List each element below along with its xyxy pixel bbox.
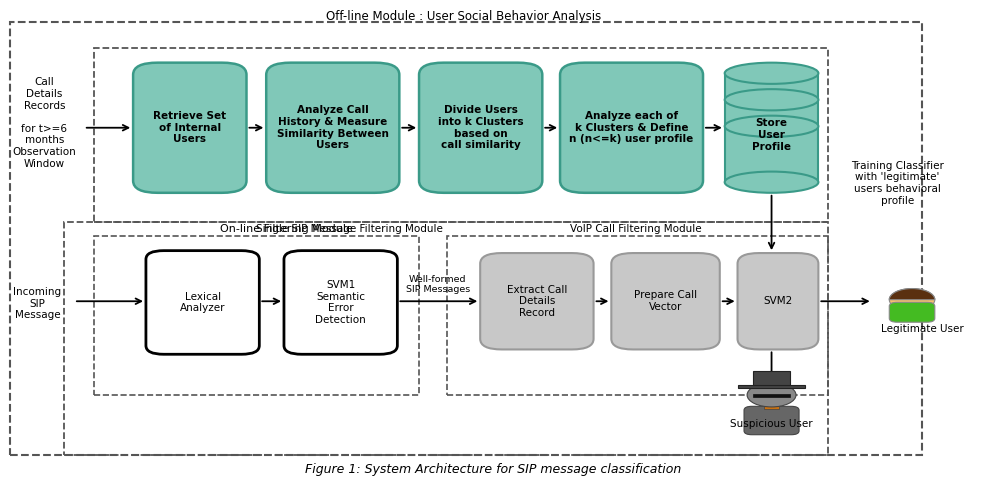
Text: Retrieve Set
of Internal
Users: Retrieve Set of Internal Users [153,111,227,144]
Bar [447,236,828,395]
FancyBboxPatch shape [738,253,818,349]
Bar [94,236,419,395]
FancyBboxPatch shape [889,302,935,322]
Bar [738,385,806,388]
Text: VoIP Call Filtering Module: VoIP Call Filtering Module [570,224,702,234]
Text: Training Classifier
with 'legitimate'
users behavioral
profile: Training Classifier with 'legitimate' us… [851,161,944,205]
Text: SVM2: SVM2 [763,296,793,306]
Text: Prepare Call
Vector: Prepare Call Vector [634,291,697,312]
FancyBboxPatch shape [764,402,779,409]
Text: Extract Call
Details
Record: Extract Call Details Record [507,285,567,318]
Text: Analyze each of
k Clusters & Define
n (n<=k) user profile: Analyze each of k Clusters & Define n (n… [569,111,694,144]
Circle shape [889,289,935,311]
Bar [94,48,828,222]
Text: Suspicious User: Suspicious User [731,419,812,429]
Text: Lexical
Analyzer: Lexical Analyzer [179,292,226,313]
Ellipse shape [725,172,818,193]
Text: Legitimate User: Legitimate User [880,324,963,334]
Ellipse shape [725,63,818,84]
Bar [64,222,828,455]
Text: Divide Users
into k Clusters
based on
call similarity: Divide Users into k Clusters based on ca… [438,106,524,150]
Text: Call
Details
Records

for t>=6
months
Observation
Window: Call Details Records for t>=6 months Obs… [13,77,76,169]
Bar [753,394,790,397]
Text: Incoming
SIP
Message: Incoming SIP Message [14,287,61,320]
FancyBboxPatch shape [611,253,720,349]
FancyBboxPatch shape [133,63,246,193]
Ellipse shape [725,89,818,110]
Bar [725,73,818,182]
FancyBboxPatch shape [480,253,594,349]
FancyBboxPatch shape [284,251,397,354]
FancyBboxPatch shape [146,251,259,354]
FancyBboxPatch shape [266,63,399,193]
Wedge shape [889,289,935,300]
FancyBboxPatch shape [744,406,799,435]
Text: SVM1
Semantic
Error
Detection: SVM1 Semantic Error Detection [316,280,366,325]
Text: On-line Filtering Module: On-line Filtering Module [220,224,352,234]
Text: Off-line Module : User Social Behavior Analysis: Off-line Module : User Social Behavior A… [325,11,601,23]
FancyBboxPatch shape [560,63,703,193]
Text: Analyze Call
History & Measure
Similarity Between
Users: Analyze Call History & Measure Similarit… [277,106,388,150]
FancyBboxPatch shape [419,63,542,193]
Ellipse shape [725,116,818,137]
Text: Single SIP Message Filtering Module: Single SIP Message Filtering Module [256,224,444,234]
Text: Well-formed
SIP Messages: Well-formed SIP Messages [405,275,470,294]
Text: Figure 1: System Architecture for SIP message classification: Figure 1: System Architecture for SIP me… [305,464,681,476]
Circle shape [747,383,796,407]
Text: Store
User
Profile: Store User Profile [752,119,791,151]
Bar [753,371,790,385]
